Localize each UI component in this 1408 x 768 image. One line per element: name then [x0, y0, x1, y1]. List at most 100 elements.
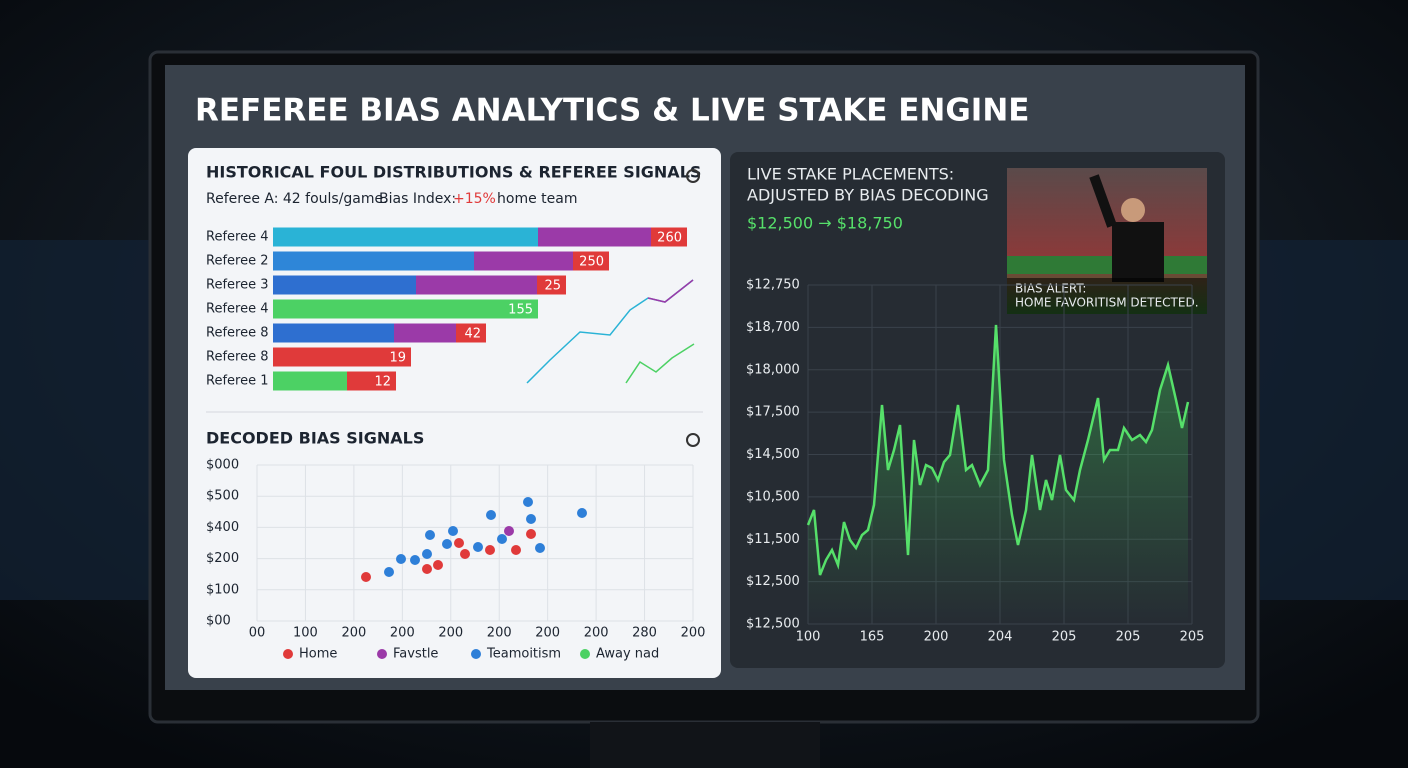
alert-text: HOME FAVORITISM DETECTED.: [1015, 296, 1199, 310]
scatter-point: [425, 530, 435, 540]
referee-head: [1121, 198, 1145, 222]
scatter-point: [486, 510, 496, 520]
scatter-point: [473, 542, 483, 552]
bar-label: Referee 8: [206, 350, 268, 365]
scatter-point: [361, 572, 371, 582]
bar-segment: [273, 323, 394, 343]
x-label: 280: [632, 626, 657, 641]
y-label: $100: [206, 582, 239, 597]
bar-segment: [474, 251, 573, 271]
scatter-point: [511, 545, 521, 555]
scatter-point: [433, 560, 443, 570]
bar-label: Referee 4: [206, 302, 268, 317]
legend-label: Favstle: [393, 647, 438, 662]
bar-label: Referee 2: [206, 254, 268, 269]
bar-label: Referee 3: [206, 278, 268, 293]
bar-segment: [538, 227, 651, 247]
x-label: 200: [924, 630, 949, 645]
legend-swatch: [377, 649, 387, 659]
bar-segment: [273, 275, 416, 295]
y-label: $500: [206, 489, 239, 504]
stake-change: $12,500 → $18,750: [747, 214, 903, 233]
y-label: $18,700: [746, 320, 800, 335]
bar-segment: [573, 251, 609, 271]
bar-end-label: 25: [544, 279, 561, 294]
x-label: 200: [341, 626, 366, 641]
panel-title: HISTORICAL FOUL DISTRIBUTIONS & REFEREE …: [206, 163, 701, 182]
y-label: $12,500: [746, 617, 800, 632]
bar-end-label: 42: [464, 327, 481, 342]
bar-end-label: 250: [579, 255, 604, 270]
monitor-stand: [590, 722, 820, 768]
scatter-point: [396, 554, 406, 564]
bar-label: Referee 1: [206, 374, 268, 389]
x-label: 200: [487, 626, 512, 641]
scatter-point: [460, 549, 470, 559]
whistle-icon: [686, 169, 700, 183]
scatter-point: [422, 564, 432, 574]
scatter-point: [442, 539, 452, 549]
bar-segment: [273, 251, 474, 271]
bar-segment: [456, 323, 486, 343]
x-label: 205: [1180, 630, 1205, 645]
bar-segment: [537, 275, 566, 295]
panel-title: LIVE STAKE PLACEMENTS:: [747, 165, 954, 184]
scatter-point: [422, 549, 432, 559]
scatter-point: [526, 529, 536, 539]
bar-label: Referee 4: [206, 230, 268, 245]
bar-end-label: 260: [657, 231, 682, 246]
bar-end-label: 155: [508, 303, 533, 318]
x-label: 00: [249, 626, 266, 641]
bar-segment: [347, 371, 396, 391]
line: [806, 324, 1190, 576]
y-label: $11,500: [746, 532, 800, 547]
y-label: $14,500: [746, 447, 800, 462]
panel-title: DECODED BIAS SIGNALS: [206, 429, 424, 448]
y-label: $12,750: [746, 278, 800, 293]
whistle-icon: [686, 433, 700, 447]
summary-bias-target: home team: [497, 191, 577, 207]
scatter-point: [384, 567, 394, 577]
y-label: $17,500: [746, 405, 800, 420]
legend-label: Teamoitism: [486, 647, 561, 662]
referee-arm: [1089, 174, 1117, 228]
x-label: 200: [535, 626, 560, 641]
scatter-point: [448, 526, 458, 536]
sparkline: [647, 279, 694, 303]
scatter-point: [485, 545, 495, 555]
bar-segment: [273, 371, 347, 391]
x-label: 204: [988, 630, 1013, 645]
bar-end-label: 19: [389, 351, 406, 366]
sparkline: [625, 343, 695, 384]
scatter-point: [523, 497, 533, 507]
y-label: $18,000: [746, 362, 800, 377]
referee-figure: [1112, 222, 1164, 282]
bar-segment: [416, 275, 537, 295]
legend-swatch: [471, 649, 481, 659]
side-monitor: [0, 240, 150, 600]
x-label: 165: [860, 630, 885, 645]
bar-segment: [651, 227, 687, 247]
scatter-point: [577, 508, 587, 518]
bar-segment: [273, 299, 538, 319]
y-label: $400: [206, 520, 239, 535]
y-label: $00: [206, 614, 231, 629]
area: [808, 325, 1188, 624]
scatter-point: [454, 538, 464, 548]
bar-segment: [273, 227, 538, 247]
bar-label: Referee 8: [206, 326, 268, 341]
pitch: [1007, 256, 1207, 274]
x-label: 100: [293, 626, 318, 641]
scatter-point: [535, 543, 545, 553]
summary-bias-label: Bias Index:: [379, 191, 456, 207]
legend-swatch: [283, 649, 293, 659]
legend-label: Away nad: [596, 647, 659, 662]
summary-ref: Referee A: 42 fouls/game.: [206, 191, 388, 207]
x-label: 200: [438, 626, 463, 641]
scatter-point: [410, 555, 420, 565]
x-label: 200: [584, 626, 609, 641]
summary-bias-value: +15%: [453, 191, 496, 207]
x-label: 205: [1116, 630, 1141, 645]
